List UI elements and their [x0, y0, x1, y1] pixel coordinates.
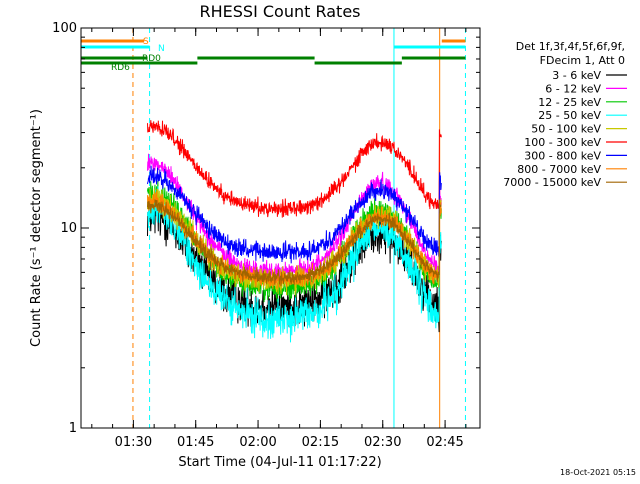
flag-label-RD0: RD0	[142, 54, 161, 64]
legend-label-0: 3 - 6 keV	[552, 69, 601, 82]
series-line-100-300keV	[147, 120, 442, 218]
flag-label-S: S	[143, 37, 149, 47]
legend-header-1: FDecim 1, Att 0	[540, 54, 625, 67]
x-tick-label-4: 02:30	[364, 435, 401, 450]
legend: Det 1f,3f,4f,5f,6f,9f,FDecim 1, Att 0 3 -…	[503, 40, 627, 189]
y-tick-label-1: 10	[60, 221, 77, 236]
y-axis-label: Count Rate (s⁻¹ detector segment⁻¹)	[29, 109, 44, 347]
legend-label-1: 6 - 12 keV	[545, 82, 601, 95]
x-axis-label: Start Time (04-Jul-11 01:17:22)	[178, 455, 381, 470]
timestamp: 18-Oct-2021 05:15	[560, 468, 636, 477]
series-line-6-12keV	[147, 153, 442, 282]
y-tick-label-2: 100	[52, 21, 77, 36]
legend-label-3: 25 - 50 keV	[538, 109, 601, 122]
x-tick-label-5: 02:45	[426, 435, 463, 450]
legend-label-4: 50 - 100 keV	[531, 123, 601, 136]
flag-label-RD6: RD6	[111, 63, 130, 73]
y-tick-label-0: 1	[69, 421, 77, 436]
legend-header-0: Det 1f,3f,4f,5f,6f,9f,	[516, 40, 625, 53]
chart-title: RHESSI Count Rates	[200, 2, 361, 21]
x-tick-label-1: 01:45	[177, 435, 214, 450]
x-tick-label-3: 02:15	[302, 435, 339, 450]
x-tick-label-2: 02:00	[239, 435, 276, 450]
series-line-7000-15000keV	[147, 199, 442, 287]
legend-label-6: 300 - 800 keV	[524, 149, 601, 162]
x-tick-label-0: 01:30	[115, 435, 152, 450]
series-line-25-50keV	[147, 186, 442, 343]
legend-label-7: 800 - 7000 keV	[517, 163, 601, 176]
legend-label-2: 12 - 25 keV	[538, 96, 601, 109]
legend-label-5: 100 - 300 keV	[524, 136, 601, 149]
legend-label-8: 7000 - 15000 keV	[503, 176, 601, 189]
plot-area-frame	[80, 27, 481, 429]
flag-label-N: N	[158, 44, 165, 54]
series-line-300-800keV	[147, 165, 442, 264]
